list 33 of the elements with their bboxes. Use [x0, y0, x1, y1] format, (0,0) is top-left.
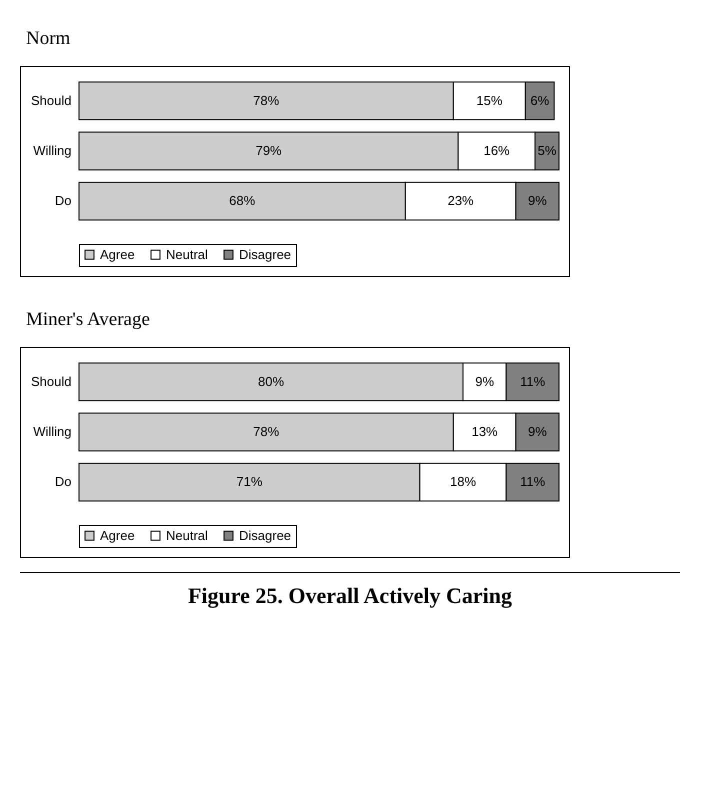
legend-label: Agree	[100, 246, 135, 262]
y-tick-label: Do	[54, 193, 72, 208]
data-label: 18%	[450, 474, 476, 490]
data-label: 9%	[475, 374, 494, 389]
data-label: 71%	[236, 474, 263, 490]
data-label: 15%	[476, 92, 503, 108]
y-tick-label: Willing	[33, 143, 72, 158]
legend-label: Agree	[100, 528, 135, 543]
data-label: 80%	[258, 374, 284, 389]
y-tick-label: Willing	[33, 424, 72, 439]
data-label: 79%	[256, 143, 282, 158]
chart-title: Norm	[26, 28, 72, 50]
legend-label: Disagree	[239, 246, 292, 262]
data-label: 9%	[528, 193, 548, 208]
data-label: 68%	[229, 193, 256, 208]
data-label: 11%	[520, 474, 546, 490]
legend-label: Neutral	[166, 246, 208, 262]
data-label: 5%	[538, 143, 557, 158]
y-tick-label: Should	[31, 92, 72, 108]
legend-label: Neutral	[166, 528, 208, 543]
data-label: 23%	[448, 193, 474, 208]
data-label: 13%	[472, 424, 498, 439]
data-label: 78%	[253, 424, 280, 439]
caption: Figure 25. Overall Actively Caring	[20, 572, 680, 609]
data-label: 11%	[520, 374, 546, 389]
y-tick-label: Should	[31, 374, 72, 389]
y-tick-label: Do	[54, 474, 72, 490]
legend-label: Disagree	[239, 528, 292, 543]
data-label: 16%	[484, 143, 510, 158]
data-label: 9%	[528, 424, 548, 439]
chart-title: Miner's Average	[26, 309, 151, 331]
data-label: 78%	[253, 92, 280, 108]
data-label: 6%	[530, 92, 550, 108]
